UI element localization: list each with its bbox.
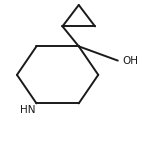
Text: OH: OH [123,56,139,66]
Text: HN: HN [20,105,35,115]
